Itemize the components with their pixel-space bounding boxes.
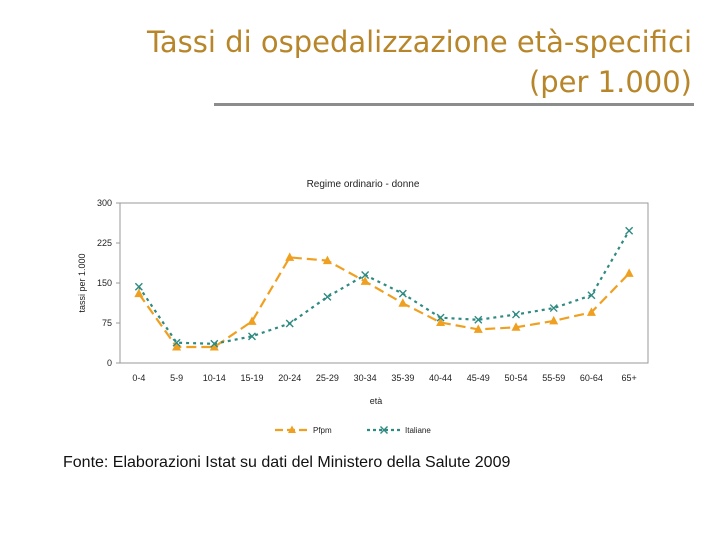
x-tick-label: 0-4 <box>132 373 145 383</box>
data-point-italiane <box>398 289 407 298</box>
data-point-pfpm <box>473 324 483 333</box>
data-point-pfpm <box>549 315 559 325</box>
x-tick-label: 40-44 <box>429 373 452 383</box>
x-tick-label: 55-59 <box>542 373 565 383</box>
x-tick-label: 65+ <box>622 373 637 383</box>
slide-title: Tassi di ospedalizzazione età-specifici … <box>92 22 692 102</box>
series-line-pfpm <box>138 256 630 349</box>
x-tick-label: 60-64 <box>580 373 603 383</box>
slide-title-line2: (per 1.000) <box>528 65 692 99</box>
data-point-italiane <box>285 319 294 328</box>
title-underline <box>214 103 694 106</box>
data-point-italiane <box>625 226 634 235</box>
data-point-italiane <box>474 315 483 324</box>
series-line-italiane <box>137 230 631 345</box>
data-point-pfpm <box>322 255 332 265</box>
data-point-pfpm <box>586 307 596 316</box>
data-point-pfpm <box>436 317 446 326</box>
data-point-pfpm <box>209 342 219 351</box>
legend-marker-pfpm <box>288 425 296 433</box>
data-point-italiane <box>587 291 596 300</box>
x-tick-label: 25-29 <box>316 373 339 383</box>
chart-title: Regime ordinario - donne <box>307 179 420 190</box>
legend-label-italiane: Italiane <box>405 426 431 435</box>
x-tick-label: 45-49 <box>467 373 490 383</box>
data-point-italiane <box>549 304 558 313</box>
data-point-pfpm <box>247 316 257 325</box>
source-note: Fonte: Elaborazioni Istat su dati del Mi… <box>63 454 511 471</box>
y-tick-label: 75 <box>102 318 112 328</box>
data-point-pfpm <box>360 276 370 285</box>
line-chart: Regime ordinario - donne 0 75 150 225 300 0-… <box>77 179 649 435</box>
x-tick-label: 50-54 <box>504 373 527 383</box>
data-point-italiane <box>248 332 256 341</box>
data-point-pfpm <box>624 268 634 277</box>
data-point-italiane <box>436 313 445 322</box>
x-tick-label: 20-24 <box>278 373 301 383</box>
data-point-italiane <box>323 292 332 301</box>
data-point-italiane <box>512 310 520 319</box>
y-tick-label: 225 <box>97 238 112 248</box>
x-tick-label: 5-9 <box>170 373 183 383</box>
data-point-italiane <box>361 271 370 279</box>
y-axis-label: tassi per 1.000 <box>77 253 87 312</box>
data-point-pfpm <box>285 252 295 261</box>
legend-label-pfpm: Pfpm <box>313 426 332 435</box>
y-tick-label: 0 <box>107 358 112 368</box>
data-point-pfpm <box>172 342 182 351</box>
y-tick-label: 300 <box>97 198 112 208</box>
x-axis-label: età <box>370 396 383 406</box>
x-tick-label: 10-14 <box>203 373 226 383</box>
data-point-pfpm <box>398 298 408 307</box>
y-tick-label: 150 <box>97 278 112 288</box>
data-point-italiane <box>210 339 219 348</box>
slide-title-line1: Tassi di ospedalizzazione età-specifici <box>146 25 692 59</box>
x-tick-label: 30-34 <box>354 373 377 383</box>
legend-marker-italiane <box>380 426 388 434</box>
plot-area <box>119 202 649 364</box>
data-point-italiane <box>172 338 181 347</box>
data-point-pfpm <box>511 322 521 331</box>
x-tick-label: 15-19 <box>240 373 263 383</box>
data-point-italiane <box>134 282 143 291</box>
x-tick-label: 35-39 <box>391 373 414 383</box>
data-point-pfpm <box>134 288 144 298</box>
